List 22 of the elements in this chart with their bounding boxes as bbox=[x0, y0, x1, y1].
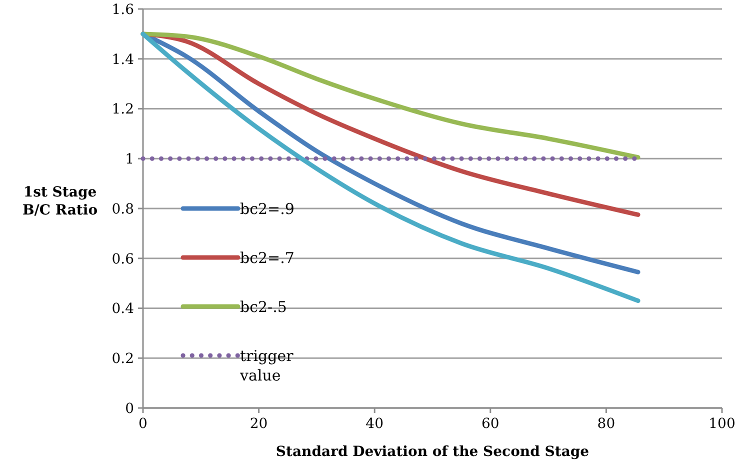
x-tick-label: 0 bbox=[138, 416, 148, 432]
x-tick-label: 40 bbox=[366, 416, 384, 432]
legend-label: bc2-.5 bbox=[240, 298, 287, 316]
line-series bbox=[140, 32, 640, 160]
y-tick-label: 1 bbox=[125, 152, 134, 168]
x-tick-label: 100 bbox=[708, 416, 736, 432]
y-tick-label: 1.2 bbox=[112, 102, 134, 118]
legend-label: bc2=.9 bbox=[240, 200, 294, 218]
x-axis-title: Standard Deviation of the Second Stage bbox=[276, 444, 590, 460]
x-tick-label: 20 bbox=[250, 416, 268, 432]
y-tick-label: 0.4 bbox=[112, 301, 134, 318]
x-tick-label: 60 bbox=[481, 416, 500, 432]
x-tick-label: 80 bbox=[597, 416, 616, 432]
y-tick-label: 0.8 bbox=[112, 201, 134, 218]
y-tick-label: 1.4 bbox=[112, 52, 134, 68]
y-tick-label: 0.6 bbox=[112, 251, 134, 268]
y-axis-title: 1st Stage B/C Ratio bbox=[22, 184, 98, 219]
y-tick-label: 0 bbox=[125, 400, 134, 417]
legend-label: bc2=.7 bbox=[240, 248, 294, 267]
y-tick-label: 1.6 bbox=[112, 2, 134, 18]
y-tick-label: 0.2 bbox=[112, 351, 134, 368]
legend-label: trigger value bbox=[239, 346, 294, 384]
